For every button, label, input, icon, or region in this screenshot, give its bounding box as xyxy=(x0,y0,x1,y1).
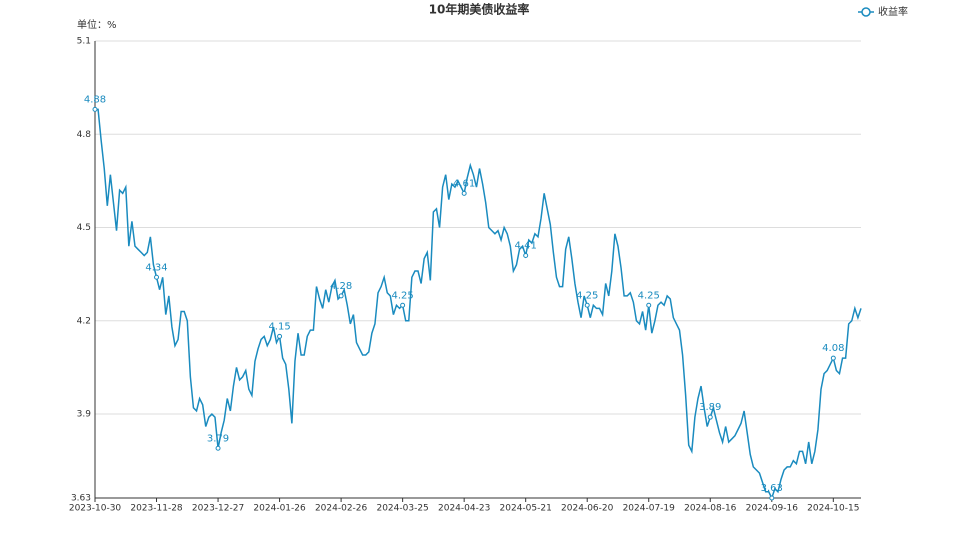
data-label: 4.25 xyxy=(576,290,598,301)
x-tick-label: 2024-03-25 xyxy=(376,504,428,514)
point xyxy=(646,302,652,308)
line xyxy=(95,108,862,500)
data-label: 4.25 xyxy=(391,290,413,301)
point xyxy=(584,302,590,308)
x-tick-label: 2024-10-15 xyxy=(807,504,859,514)
legend-marker xyxy=(861,7,871,17)
point xyxy=(769,495,775,501)
legend-label: 收益率 xyxy=(878,5,908,18)
point xyxy=(461,190,467,196)
x-tick-label: 2024-08-16 xyxy=(684,504,737,514)
point xyxy=(830,355,836,361)
y-tick-label: 3.63 xyxy=(71,494,91,504)
x-tick-label: 2024-01-26 xyxy=(253,504,306,514)
chart-title: 10年期美债收益率 xyxy=(429,2,530,17)
data-label: 4.28 xyxy=(330,281,352,292)
x-tick-label: 2024-07-19 xyxy=(623,504,676,514)
data-label: 4.15 xyxy=(268,321,290,332)
data-label: 4.88 xyxy=(84,94,106,105)
x-tick-label: 2023-10-30 xyxy=(69,504,122,514)
point xyxy=(338,293,344,299)
x-tick-label: 2023-11-28 xyxy=(130,504,183,514)
x-tick-label: 2024-09-16 xyxy=(746,504,799,514)
x-tick-label: 2024-02-26 xyxy=(315,504,368,514)
data-label: 4.34 xyxy=(145,262,167,273)
data-label: 3.79 xyxy=(207,433,229,444)
data-label: 3.89 xyxy=(699,402,721,413)
point xyxy=(400,302,406,308)
y-tick-label: 4.2 xyxy=(77,316,91,326)
point xyxy=(277,333,283,339)
data-label: 4.61 xyxy=(453,178,475,189)
point xyxy=(215,445,221,451)
y-tick-label: 5.1 xyxy=(77,37,91,47)
point xyxy=(154,274,160,280)
y-tick-label: 3.9 xyxy=(77,410,92,420)
point xyxy=(92,106,98,112)
x-tick-label: 2024-06-20 xyxy=(561,504,614,514)
y-tick-label: 4.8 xyxy=(77,130,92,140)
data-label: 4.41 xyxy=(515,241,537,252)
data-label: 4.08 xyxy=(822,343,844,354)
data-label: 4.25 xyxy=(638,290,660,301)
point xyxy=(523,253,529,259)
x-tick-label: 2024-05-21 xyxy=(500,504,552,514)
x-tick-label: 2023-12-27 xyxy=(192,504,244,514)
x-tick-label: 2024-04-23 xyxy=(438,504,490,514)
y-axis-label: 单位：% xyxy=(77,18,117,31)
y-tick-label: 4.5 xyxy=(77,223,91,233)
data-label: 3.63 xyxy=(761,483,783,494)
point xyxy=(707,414,713,420)
